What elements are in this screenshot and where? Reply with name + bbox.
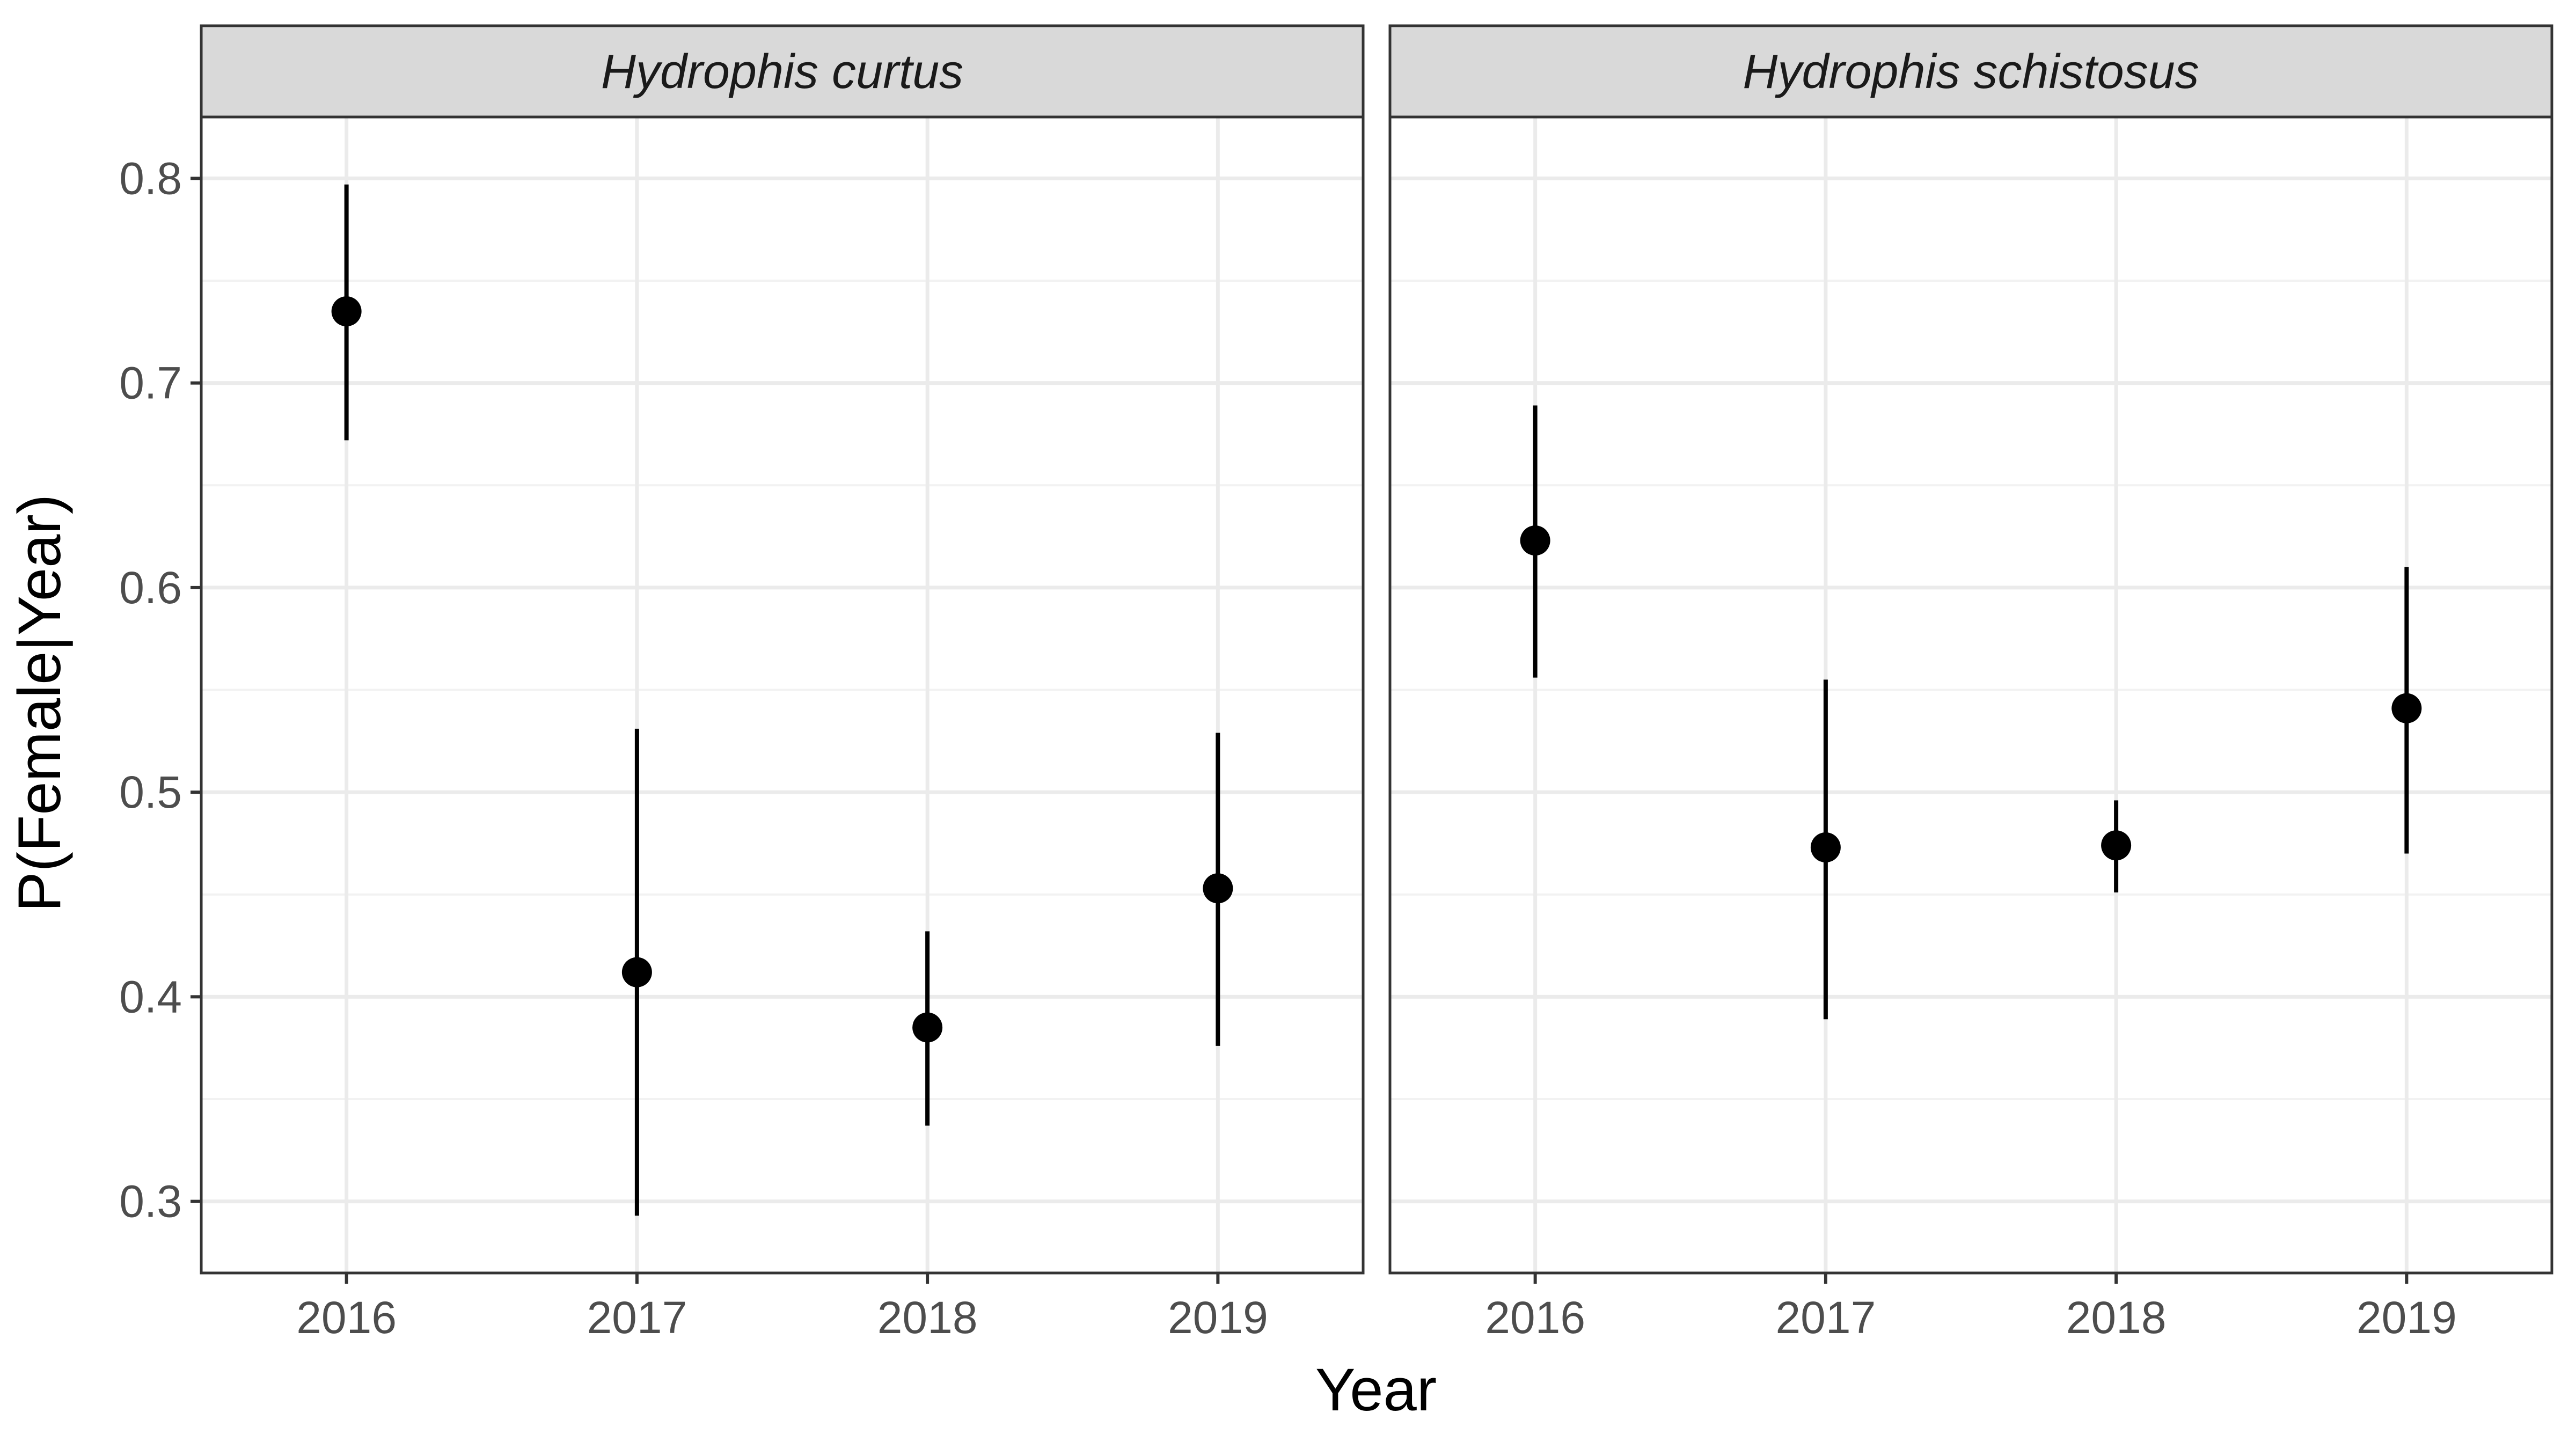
x-tick-label: 2019 <box>2357 1292 2457 1343</box>
panel-background <box>1390 117 2552 1273</box>
data-point <box>1520 525 1550 556</box>
x-axis-title: Year <box>1315 1356 1437 1423</box>
y-tick-label: 0.5 <box>119 767 182 817</box>
y-axis: 0.3 0.4 0.5 0.6 0.7 0.8 <box>119 153 201 1227</box>
x-tick-label: 2019 <box>1168 1292 1268 1343</box>
x-tick-label: 2016 <box>296 1292 397 1343</box>
facet-strip-title: Hydrophis curtus <box>601 45 963 99</box>
y-tick-label: 0.7 <box>119 358 182 408</box>
facet-strip-title: Hydrophis schistosus <box>1743 45 2199 99</box>
y-tick-label: 0.8 <box>119 153 182 203</box>
y-tick-label: 0.4 <box>119 971 182 1022</box>
x-tick-label: 2016 <box>1485 1292 1585 1343</box>
x-tick-label: 2018 <box>2066 1292 2167 1343</box>
data-point <box>2391 693 2422 723</box>
x-tick-label: 2017 <box>587 1292 687 1343</box>
panel-2: Hydrophis schistosus 2016 2017 2018 2019 <box>1388 24 2553 1343</box>
facet-strip <box>1388 24 2553 119</box>
data-point <box>331 296 362 327</box>
x-tick-label: 2018 <box>877 1292 978 1343</box>
data-point <box>1810 832 1841 863</box>
data-point <box>1203 873 1233 904</box>
y-tick-label: 0.3 <box>119 1176 182 1227</box>
x-tick-label: 2017 <box>1775 1292 1876 1343</box>
y-axis-title: P(Female|Year) <box>6 494 73 912</box>
facet-strip <box>200 24 1365 119</box>
y-tick-label: 0.6 <box>119 562 182 613</box>
data-point <box>2101 830 2132 861</box>
panel-background <box>201 117 1363 1273</box>
data-point <box>912 1012 943 1043</box>
panel-1: Hydrophis curtus 2016 2017 2018 2019 <box>200 24 1365 1343</box>
data-point <box>621 957 652 987</box>
